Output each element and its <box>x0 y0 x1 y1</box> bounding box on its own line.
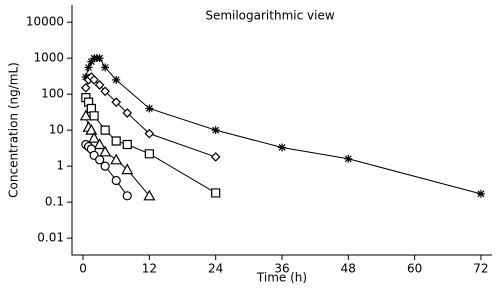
series-line <box>85 97 216 194</box>
marker <box>145 104 154 113</box>
y-axis-label: Concentration (ng/mL) <box>7 62 21 198</box>
marker <box>144 128 155 139</box>
marker <box>211 126 220 135</box>
marker <box>476 189 485 198</box>
axes <box>71 5 492 256</box>
x-tick-label: 36 <box>274 262 289 276</box>
marker <box>89 74 99 85</box>
marker <box>100 161 110 171</box>
marker <box>85 123 98 135</box>
marker <box>121 163 134 175</box>
marker <box>87 57 96 66</box>
marker <box>100 125 110 135</box>
marker <box>101 63 110 72</box>
marker <box>344 154 353 163</box>
marker <box>143 189 156 201</box>
y-tick-label: 0.01 <box>37 231 64 245</box>
x-axis-label: Time (h) <box>256 271 307 285</box>
marker <box>122 108 133 118</box>
x-tick-label: 72 <box>473 262 488 276</box>
marker <box>95 155 105 165</box>
y-tick-label: 1 <box>56 159 64 173</box>
x-tick-label: 24 <box>208 262 223 276</box>
marker <box>80 82 91 93</box>
series-line <box>85 57 482 195</box>
marker <box>81 72 90 81</box>
marker <box>79 109 92 121</box>
marker <box>88 131 101 143</box>
marker <box>111 136 121 146</box>
y-tick-label: 100 <box>41 87 64 101</box>
marker <box>95 54 104 63</box>
marker <box>211 188 221 198</box>
marker <box>112 75 121 84</box>
marker <box>89 111 99 121</box>
marker <box>210 152 221 162</box>
chart-title: Semilogarithmic view <box>205 9 335 23</box>
marker <box>84 63 93 72</box>
y-tick-label: 1000 <box>33 51 64 65</box>
marker <box>122 139 132 150</box>
marker <box>110 153 123 165</box>
y-tick-label: 0.1 <box>45 195 64 209</box>
x-tick-label: 60 <box>407 262 422 276</box>
marker <box>144 149 154 159</box>
marker <box>99 145 112 157</box>
x-tick-label: 48 <box>341 262 356 276</box>
marker <box>94 80 105 90</box>
marker <box>93 138 106 150</box>
y-tick-label: 10 <box>49 123 64 137</box>
x-tick-label: 12 <box>142 262 157 276</box>
marker <box>278 143 286 152</box>
marker <box>100 86 111 97</box>
x-tick-label: 0 <box>79 262 87 276</box>
marker <box>122 191 132 201</box>
marker <box>111 97 122 107</box>
y-tick-label: 10000 <box>26 15 64 29</box>
marker <box>111 175 121 186</box>
